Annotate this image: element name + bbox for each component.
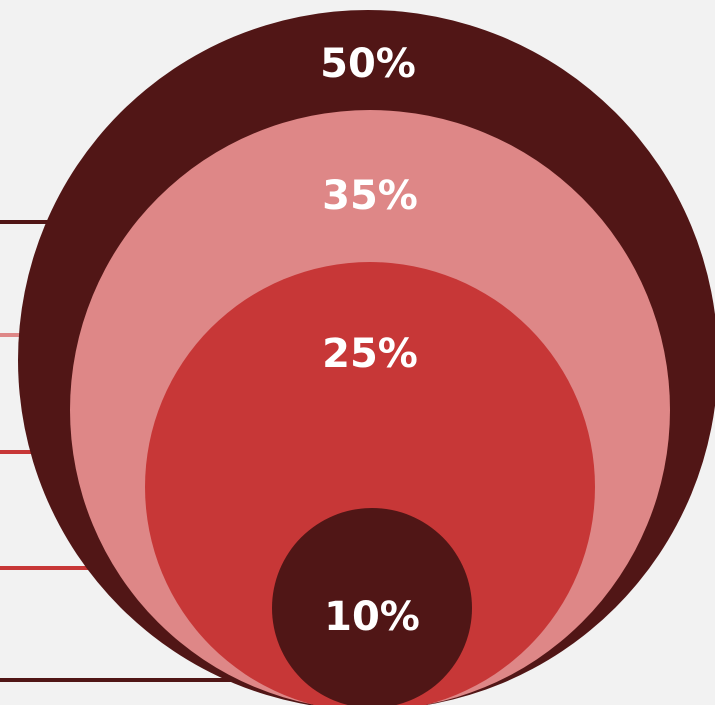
value-label-35: 35% bbox=[322, 173, 418, 219]
circle-10 bbox=[272, 508, 472, 705]
circle-25 bbox=[145, 262, 595, 705]
circle-layers bbox=[18, 10, 715, 705]
value-label-25: 25% bbox=[322, 331, 418, 377]
value-labels: 50% 35% 25% 10% bbox=[320, 41, 420, 640]
value-label-50: 50% bbox=[320, 41, 416, 87]
value-label-10: 10% bbox=[324, 594, 420, 640]
